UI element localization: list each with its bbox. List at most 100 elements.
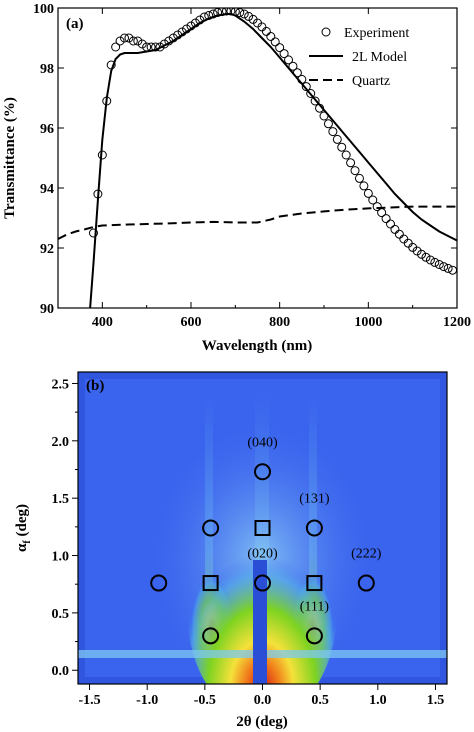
experiment-point [332,134,342,144]
x-tick-label-a: 1200 [443,315,471,330]
panel-label-a: (a) [66,16,84,32]
square-marker [202,575,219,592]
y-tick-label-a: 100 [33,2,54,17]
quartz-line [58,205,457,240]
x-axis-title-b: 2θ (deg) [236,714,288,730]
x-tick-label-b: 0.0 [254,693,272,708]
circle-marker [254,574,271,592]
experiment-point [354,173,364,183]
y-tick-label-a: 96 [40,122,54,137]
panel-a: 400 600 800 1000 1200 90 92 94 96 98 100 (a) Wave… [2,2,471,354]
peak-label: (040) [247,435,278,450]
experiment-point [443,263,453,273]
x-tick-label-b: 0.5 [311,693,329,708]
circle-marker [202,519,220,537]
experiment-point [244,11,254,21]
y-axis-title-b: αf (deg) [14,504,33,552]
x-tick-label-b: -1.0 [136,693,158,708]
x-ticks-b: -1.5 -1.0 -0.5 0.0 0.5 1.0 1.5 [78,684,444,708]
experiment-point [346,158,356,168]
peak-label: (020) [247,547,278,562]
y-axis-title-a: Transmittance (%) [2,97,18,219]
experiment-point [359,181,369,191]
experiment-point [363,188,373,198]
circle-marker [305,627,323,645]
experiment-point [261,26,271,36]
square-marker [254,520,271,536]
circle-marker [202,627,220,645]
y-tick-label-a: 90 [40,302,54,317]
heatmap-image [78,372,447,684]
y-ticks-a: 90 92 94 96 98 100 [33,2,457,317]
y-axis-title-b-unit: (deg) [14,504,30,540]
panel-b: (040) (131) (020) (222) (111) -1.5 -1.0 -0.5 0.… [14,371,448,730]
y-tick-label-a: 98 [40,62,54,77]
x-tick-label-a: 800 [269,315,290,330]
plot-area-a [57,7,458,309]
experiment-point [111,42,121,52]
experiment-point [328,127,338,137]
experiment-point [421,252,431,262]
experiment-point [301,82,311,92]
experiment-point [239,9,249,19]
y-axis-title-b-main: α [14,543,30,552]
experiment-point [417,249,427,259]
y-tick-label-a: 94 [40,182,54,197]
y-tick-label-b: 1.5 [52,492,70,507]
experiment-point [323,119,333,129]
peak-label: (222) [351,547,382,562]
experiment-point [439,262,449,272]
experiment-point [288,61,298,71]
y-tick-label-b: 1.0 [52,550,70,565]
circle-marker [254,463,271,481]
experiment-point [310,96,320,106]
model-line [89,13,457,308]
experiment-point [284,55,294,65]
y-ticks-b: 0.0 0.5 1.0 1.5 2.0 2.5 [52,377,78,679]
experiment-point [120,33,129,43]
x-tick-label-b: -0.5 [194,693,216,708]
legend-label-quartz: Quartz [352,74,390,89]
y-tick-label-a: 92 [40,242,54,257]
experiment-point [372,202,382,212]
legend-a: Experiment 2L Model Quartz [309,26,409,89]
experiment-point [155,42,165,52]
y-tick-label-b: 2.0 [52,435,70,450]
experiment-point [306,89,316,98]
legend-label-experiment: Experiment [344,26,409,41]
panel-label-b: (b) [86,378,104,394]
experiment-point [275,43,285,53]
x-tick-label-a: 600 [181,315,202,330]
x-tick-label-b: 1.0 [369,693,387,708]
experiment-point [368,195,378,205]
experiment-point [425,255,435,265]
experiment-point [394,229,404,239]
experiment-point [386,219,395,229]
y-tick-label-b: 0.0 [52,664,70,679]
y-axis-title-b-sub: f [22,540,33,544]
experiment-point [350,166,360,176]
peak-label: (111) [300,599,330,614]
experiment-point [270,37,280,47]
experiment-point [337,142,347,152]
circle-marker [357,574,375,592]
experiment-point [448,265,457,275]
experiment-point [434,260,444,269]
legend-label-model: 2L Model [352,50,407,65]
experiment-point [279,49,289,59]
y-tick-label-b: 0.5 [52,607,70,622]
y-tick-label-b: 2.5 [52,377,70,392]
experiment-point [88,228,98,238]
circle-marker [150,574,168,592]
x-tick-label-a: 1000 [354,315,382,330]
x-ticks-a: 400 600 800 1000 1200 [57,8,471,330]
x-tick-label-b: -1.5 [78,693,100,708]
x-axis-title-a: Wavelength (nm) [202,338,312,354]
circle-marker [305,519,323,537]
marker-group-b [150,463,375,645]
legend-marker-experiment [321,27,331,37]
experiment-point [128,36,138,46]
square-marker [306,575,323,592]
heatmap-beamstop [253,560,267,684]
